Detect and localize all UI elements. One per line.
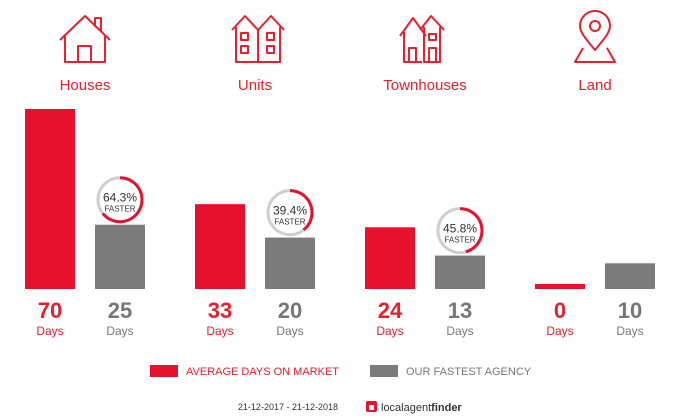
- value-label-agency-land: 10: [618, 298, 642, 323]
- units-icon: [231, 15, 285, 63]
- legend-market-swatch: [150, 365, 178, 377]
- brand-logo: localagentfinder: [366, 401, 462, 414]
- category-label-land: Land: [578, 77, 611, 94]
- unit-label-market-land: Days: [546, 324, 573, 338]
- land-pin-icon: [574, 10, 616, 63]
- date-range: 21-12-2017 - 21-12-2018: [238, 402, 338, 412]
- unit-label-market-units: Days: [206, 324, 233, 338]
- badges-layer: 64.3%FASTER 39.4%FASTER 45.8%FASTER: [96, 176, 484, 255]
- badge-percent-houses: 64.3%: [103, 191, 137, 205]
- category-label-units: Units: [238, 77, 272, 94]
- svg-text:localagentfinder: localagentfinder: [381, 402, 462, 414]
- bar-agency-land: [605, 263, 655, 289]
- badge-percent-townhouses: 45.8%: [443, 222, 477, 236]
- faster-badge-townhouses: 45.8%FASTER: [436, 207, 484, 255]
- unit-label-agency-houses: Days: [106, 324, 133, 338]
- unit-label-market-houses: Days: [36, 324, 63, 338]
- badge-percent-units: 39.4%: [273, 204, 307, 218]
- badge-faster-units: FASTER: [274, 218, 305, 227]
- category-label-townhouses: Townhouses: [383, 77, 466, 94]
- value-label-market-units: 33: [208, 298, 232, 323]
- bar-market-townhouses: [365, 227, 415, 289]
- badge-faster-houses: FASTER: [104, 205, 135, 214]
- legend-market-label: AVERAGE DAYS ON MARKET: [186, 366, 339, 378]
- bar-market-units: [195, 204, 245, 289]
- legend-agency-label: OUR FASTEST AGENCY: [406, 366, 532, 378]
- bar-agency-townhouses: [435, 255, 485, 289]
- bar-market-houses: [25, 109, 75, 289]
- legend-agency-swatch: [370, 365, 398, 377]
- bars-layer: [25, 109, 655, 289]
- faster-badge-houses: 64.3%FASTER: [96, 176, 144, 224]
- brand-local: localagent: [381, 402, 431, 414]
- value-label-agency-houses: 25: [108, 298, 132, 323]
- value-labels-layer: 70Days25Days33Days20Days24Days13Days0Day…: [36, 298, 643, 338]
- brand-finder: finder: [431, 402, 462, 414]
- bar-agency-units: [265, 237, 315, 289]
- unit-label-agency-land: Days: [616, 324, 643, 338]
- value-label-market-townhouses: 24: [378, 298, 403, 323]
- badge-ring-progress: [459, 207, 484, 254]
- value-label-agency-units: 20: [278, 298, 302, 323]
- value-label-market-land: 0: [554, 298, 566, 323]
- bar-market-land: [535, 284, 585, 289]
- value-label-market-houses: 70: [38, 298, 62, 323]
- unit-label-market-townhouses: Days: [376, 324, 403, 338]
- house-icon: [59, 15, 111, 63]
- badge-ring-progress: [289, 189, 314, 232]
- faster-badge-units: 39.4%FASTER: [266, 189, 314, 237]
- townhouses-icon: [399, 15, 445, 63]
- badge-ring-progress: [101, 176, 144, 224]
- value-label-agency-townhouses: 13: [448, 298, 472, 323]
- unit-label-agency-units: Days: [276, 324, 303, 338]
- badge-faster-townhouses: FASTER: [444, 236, 475, 245]
- category-label-houses: Houses: [60, 77, 111, 94]
- unit-label-agency-townhouses: Days: [446, 324, 473, 338]
- bar-agency-houses: [95, 224, 145, 289]
